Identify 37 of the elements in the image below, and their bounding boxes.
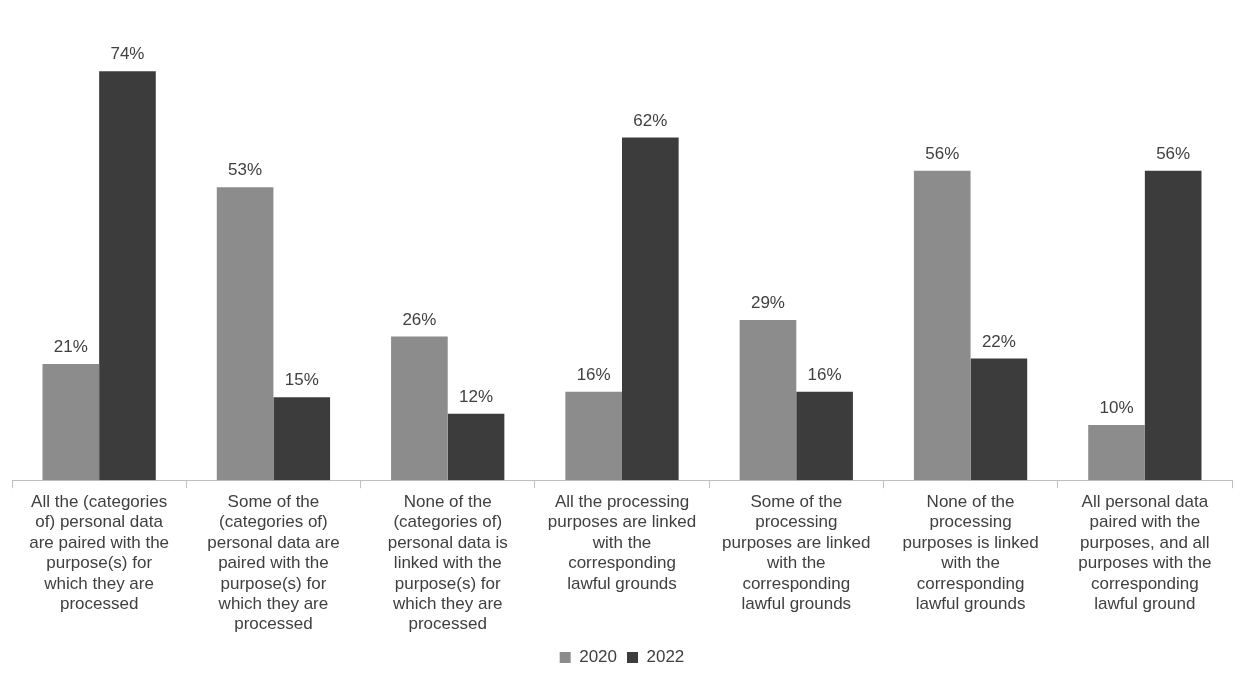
bar xyxy=(391,336,448,481)
data-label: 56% xyxy=(1156,143,1191,163)
x-tick-label: All the (categories of) personal data are paired with the purpose(s) for which they are processed xyxy=(29,492,170,614)
bar xyxy=(622,137,679,481)
bar xyxy=(99,71,156,481)
bar xyxy=(913,170,971,481)
x-tick-label: All the processing purposes are linked with the corresponding lawful grounds xyxy=(547,492,697,593)
bar xyxy=(796,391,853,481)
bar xyxy=(739,319,797,481)
bar xyxy=(216,187,274,481)
bar xyxy=(970,358,1028,481)
data-label: 12% xyxy=(459,387,494,407)
x-tick-label: None of the (categories of) personal data is linked with the purpose(s) for which they are processed xyxy=(387,492,508,634)
x-tick-label: Some of the (categories of) personal data are paired with the purpose(s) for which they are processed xyxy=(207,492,340,634)
x-tick-label: All personal data paired with the purposes, and all purposes with the corresponding lawful ground xyxy=(1078,492,1212,614)
data-label: 26% xyxy=(402,309,437,329)
bar xyxy=(565,391,622,481)
data-label: 74% xyxy=(110,44,145,64)
data-label: 62% xyxy=(633,110,668,130)
bar xyxy=(447,413,505,481)
x-tick-label: Some of the processing purposes are linked with the corresponding lawful grounds xyxy=(722,492,871,614)
bar xyxy=(1088,424,1145,481)
data-label: 21% xyxy=(53,337,88,357)
bar xyxy=(42,364,100,481)
data-label: 29% xyxy=(750,293,785,313)
x-tick-label: None of the processing purposes is linked with the corresponding lawful grounds xyxy=(902,492,1039,614)
data-label: 53% xyxy=(228,160,263,180)
data-label: 15% xyxy=(284,370,319,390)
data-label: 22% xyxy=(981,331,1016,351)
data-label: 16% xyxy=(807,364,842,384)
legend-label: 2022 xyxy=(646,647,685,667)
data-label: 10% xyxy=(1099,398,1134,418)
data-label: 56% xyxy=(925,143,960,163)
data-label: 16% xyxy=(576,364,611,384)
bar xyxy=(273,397,331,481)
bar xyxy=(1144,170,1202,481)
legend-label: 2020 xyxy=(579,647,618,667)
